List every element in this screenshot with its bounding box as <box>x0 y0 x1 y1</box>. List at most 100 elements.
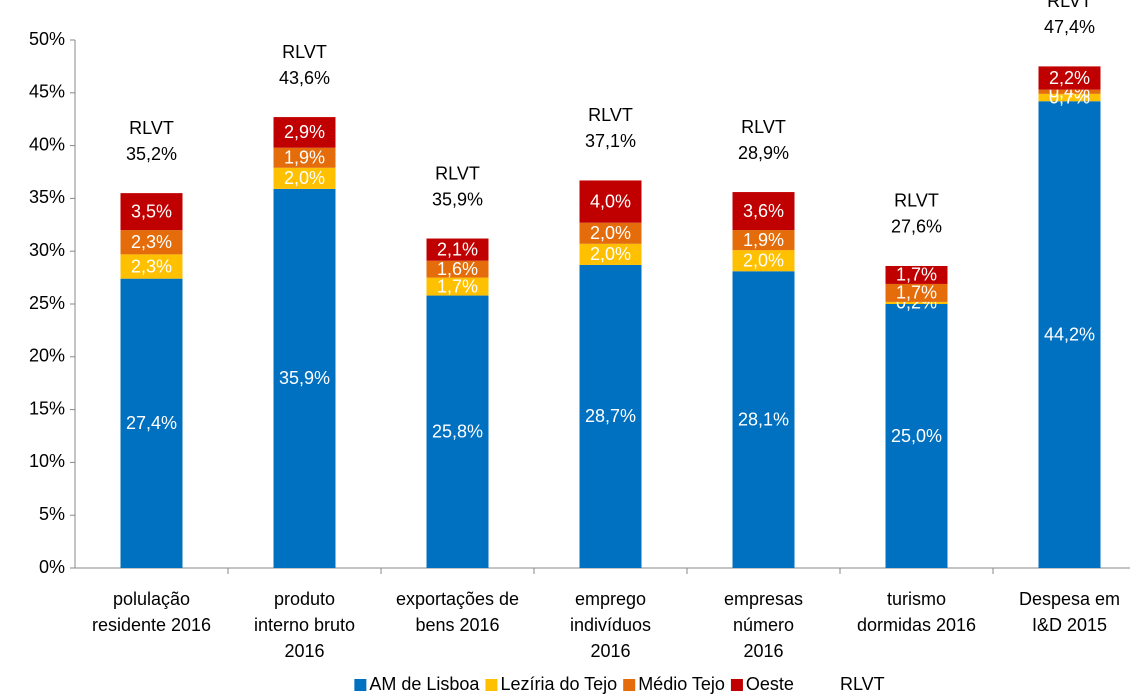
value-label: 25,0% <box>891 426 942 446</box>
bar-segment <box>732 250 795 272</box>
bar-segment <box>426 277 489 296</box>
x-tick-label: empresas <box>724 589 803 609</box>
bar-segment <box>120 278 183 568</box>
value-label: 28,7% <box>585 406 636 426</box>
bar-segment <box>732 230 795 251</box>
value-label: 25,8% <box>432 422 483 442</box>
total-label: 35,2% <box>126 144 177 164</box>
y-tick-label: 20% <box>29 346 65 366</box>
total-label: 27,6% <box>891 217 942 237</box>
total-label: 43,6% <box>279 68 330 88</box>
value-label: 2,3% <box>131 256 172 276</box>
bar-segment <box>579 243 642 265</box>
value-label: 1,6% <box>437 259 478 279</box>
y-tick-label: 10% <box>29 451 65 471</box>
bar-segment <box>426 260 489 278</box>
x-tick-label: I&D 2015 <box>1032 615 1107 635</box>
bar-segment <box>732 271 795 568</box>
x-tick-label: residente 2016 <box>92 615 211 635</box>
bar-segment <box>732 192 795 231</box>
bar-segment <box>579 180 642 223</box>
y-tick-label: 40% <box>29 134 65 154</box>
y-tick-label: 45% <box>29 82 65 102</box>
x-tick-label: turismo <box>887 589 946 609</box>
value-label: 2,0% <box>590 223 631 243</box>
y-tick-label: 0% <box>39 557 65 577</box>
bar-segment <box>885 304 948 568</box>
bar-segment <box>120 254 183 279</box>
legend-swatch <box>623 679 636 691</box>
total-name: RLVT <box>129 118 174 138</box>
bar-segment <box>273 117 336 148</box>
bar-segment <box>273 147 336 168</box>
x-tick-label: 2016 <box>743 641 783 661</box>
value-label: 4,0% <box>590 191 631 211</box>
total-name: RLVT <box>282 42 327 62</box>
x-tick-label: exportações de <box>396 589 519 609</box>
value-label: 2,0% <box>284 168 325 188</box>
value-label: 2,1% <box>437 239 478 259</box>
y-tick-label: 15% <box>29 398 65 418</box>
x-tick-label: dormidas 2016 <box>857 615 976 635</box>
bar-segment <box>273 188 336 568</box>
legend-label: AM de Lisboa <box>369 674 480 694</box>
y-tick-label: 5% <box>39 504 65 524</box>
bar-segment <box>426 295 489 568</box>
bar-segment <box>579 222 642 244</box>
bar-segment <box>885 301 948 304</box>
y-tick-label: 35% <box>29 187 65 207</box>
bar-segment <box>885 283 948 302</box>
bar-segment <box>120 193 183 231</box>
value-label: 2,2% <box>1049 68 1090 88</box>
legend-label: RLVT <box>840 674 885 694</box>
total-label: 35,9% <box>432 189 483 209</box>
total-label: 28,9% <box>738 143 789 163</box>
value-label: 44,2% <box>1044 324 1095 344</box>
value-label: 27,4% <box>126 413 177 433</box>
value-label: 2,0% <box>590 244 631 264</box>
x-tick-label: polulação <box>113 589 190 609</box>
total-label: 37,1% <box>585 131 636 151</box>
total-label: 47,4% <box>1044 17 1095 37</box>
x-tick-label: indivíduos <box>570 615 651 635</box>
total-name: RLVT <box>1047 0 1092 11</box>
value-label: 2,0% <box>743 250 784 270</box>
legend: AM de Lisboa Lezíria do Tejo Médio Tejo Oes… <box>354 674 885 694</box>
legend-label: Médio Tejo <box>638 674 725 694</box>
legend-label: Oeste <box>746 674 794 694</box>
value-label: 1,7% <box>437 276 478 296</box>
value-label: 3,6% <box>743 201 784 221</box>
legend-swatch <box>354 679 367 691</box>
bar-segment <box>885 265 948 284</box>
bar-segment <box>426 238 489 261</box>
value-label: 1,9% <box>284 147 325 167</box>
x-tick-label: emprego <box>575 589 646 609</box>
value-label: 35,9% <box>279 368 330 388</box>
y-tick-label: 25% <box>29 293 65 313</box>
total-name: RLVT <box>435 163 480 183</box>
legend-label: Lezíria do Tejo <box>500 674 617 694</box>
bar-segment <box>579 264 642 568</box>
value-label: 1,7% <box>896 283 937 303</box>
legend-swatch <box>485 679 498 691</box>
x-tick-label: número <box>733 615 794 635</box>
bar-segment <box>1038 66 1101 90</box>
bar-segment <box>120 230 183 255</box>
x-tick-label: Despesa em <box>1019 589 1120 609</box>
value-label: 28,1% <box>738 409 789 429</box>
value-label: 1,9% <box>743 230 784 250</box>
total-name: RLVT <box>894 191 939 211</box>
x-tick-label: 2016 <box>590 641 630 661</box>
value-label: 2,9% <box>284 122 325 142</box>
x-tick-label: produto <box>274 589 335 609</box>
total-name: RLVT <box>741 117 786 137</box>
value-label: 1,7% <box>896 265 937 285</box>
x-tick-label: bens 2016 <box>415 615 499 635</box>
x-tick-label: 2016 <box>284 641 324 661</box>
value-label: 2,3% <box>131 232 172 252</box>
value-label: 3,5% <box>131 201 172 221</box>
x-tick-label: interno bruto <box>254 615 355 635</box>
bar-segment <box>273 167 336 189</box>
y-tick-label: 30% <box>29 240 65 260</box>
